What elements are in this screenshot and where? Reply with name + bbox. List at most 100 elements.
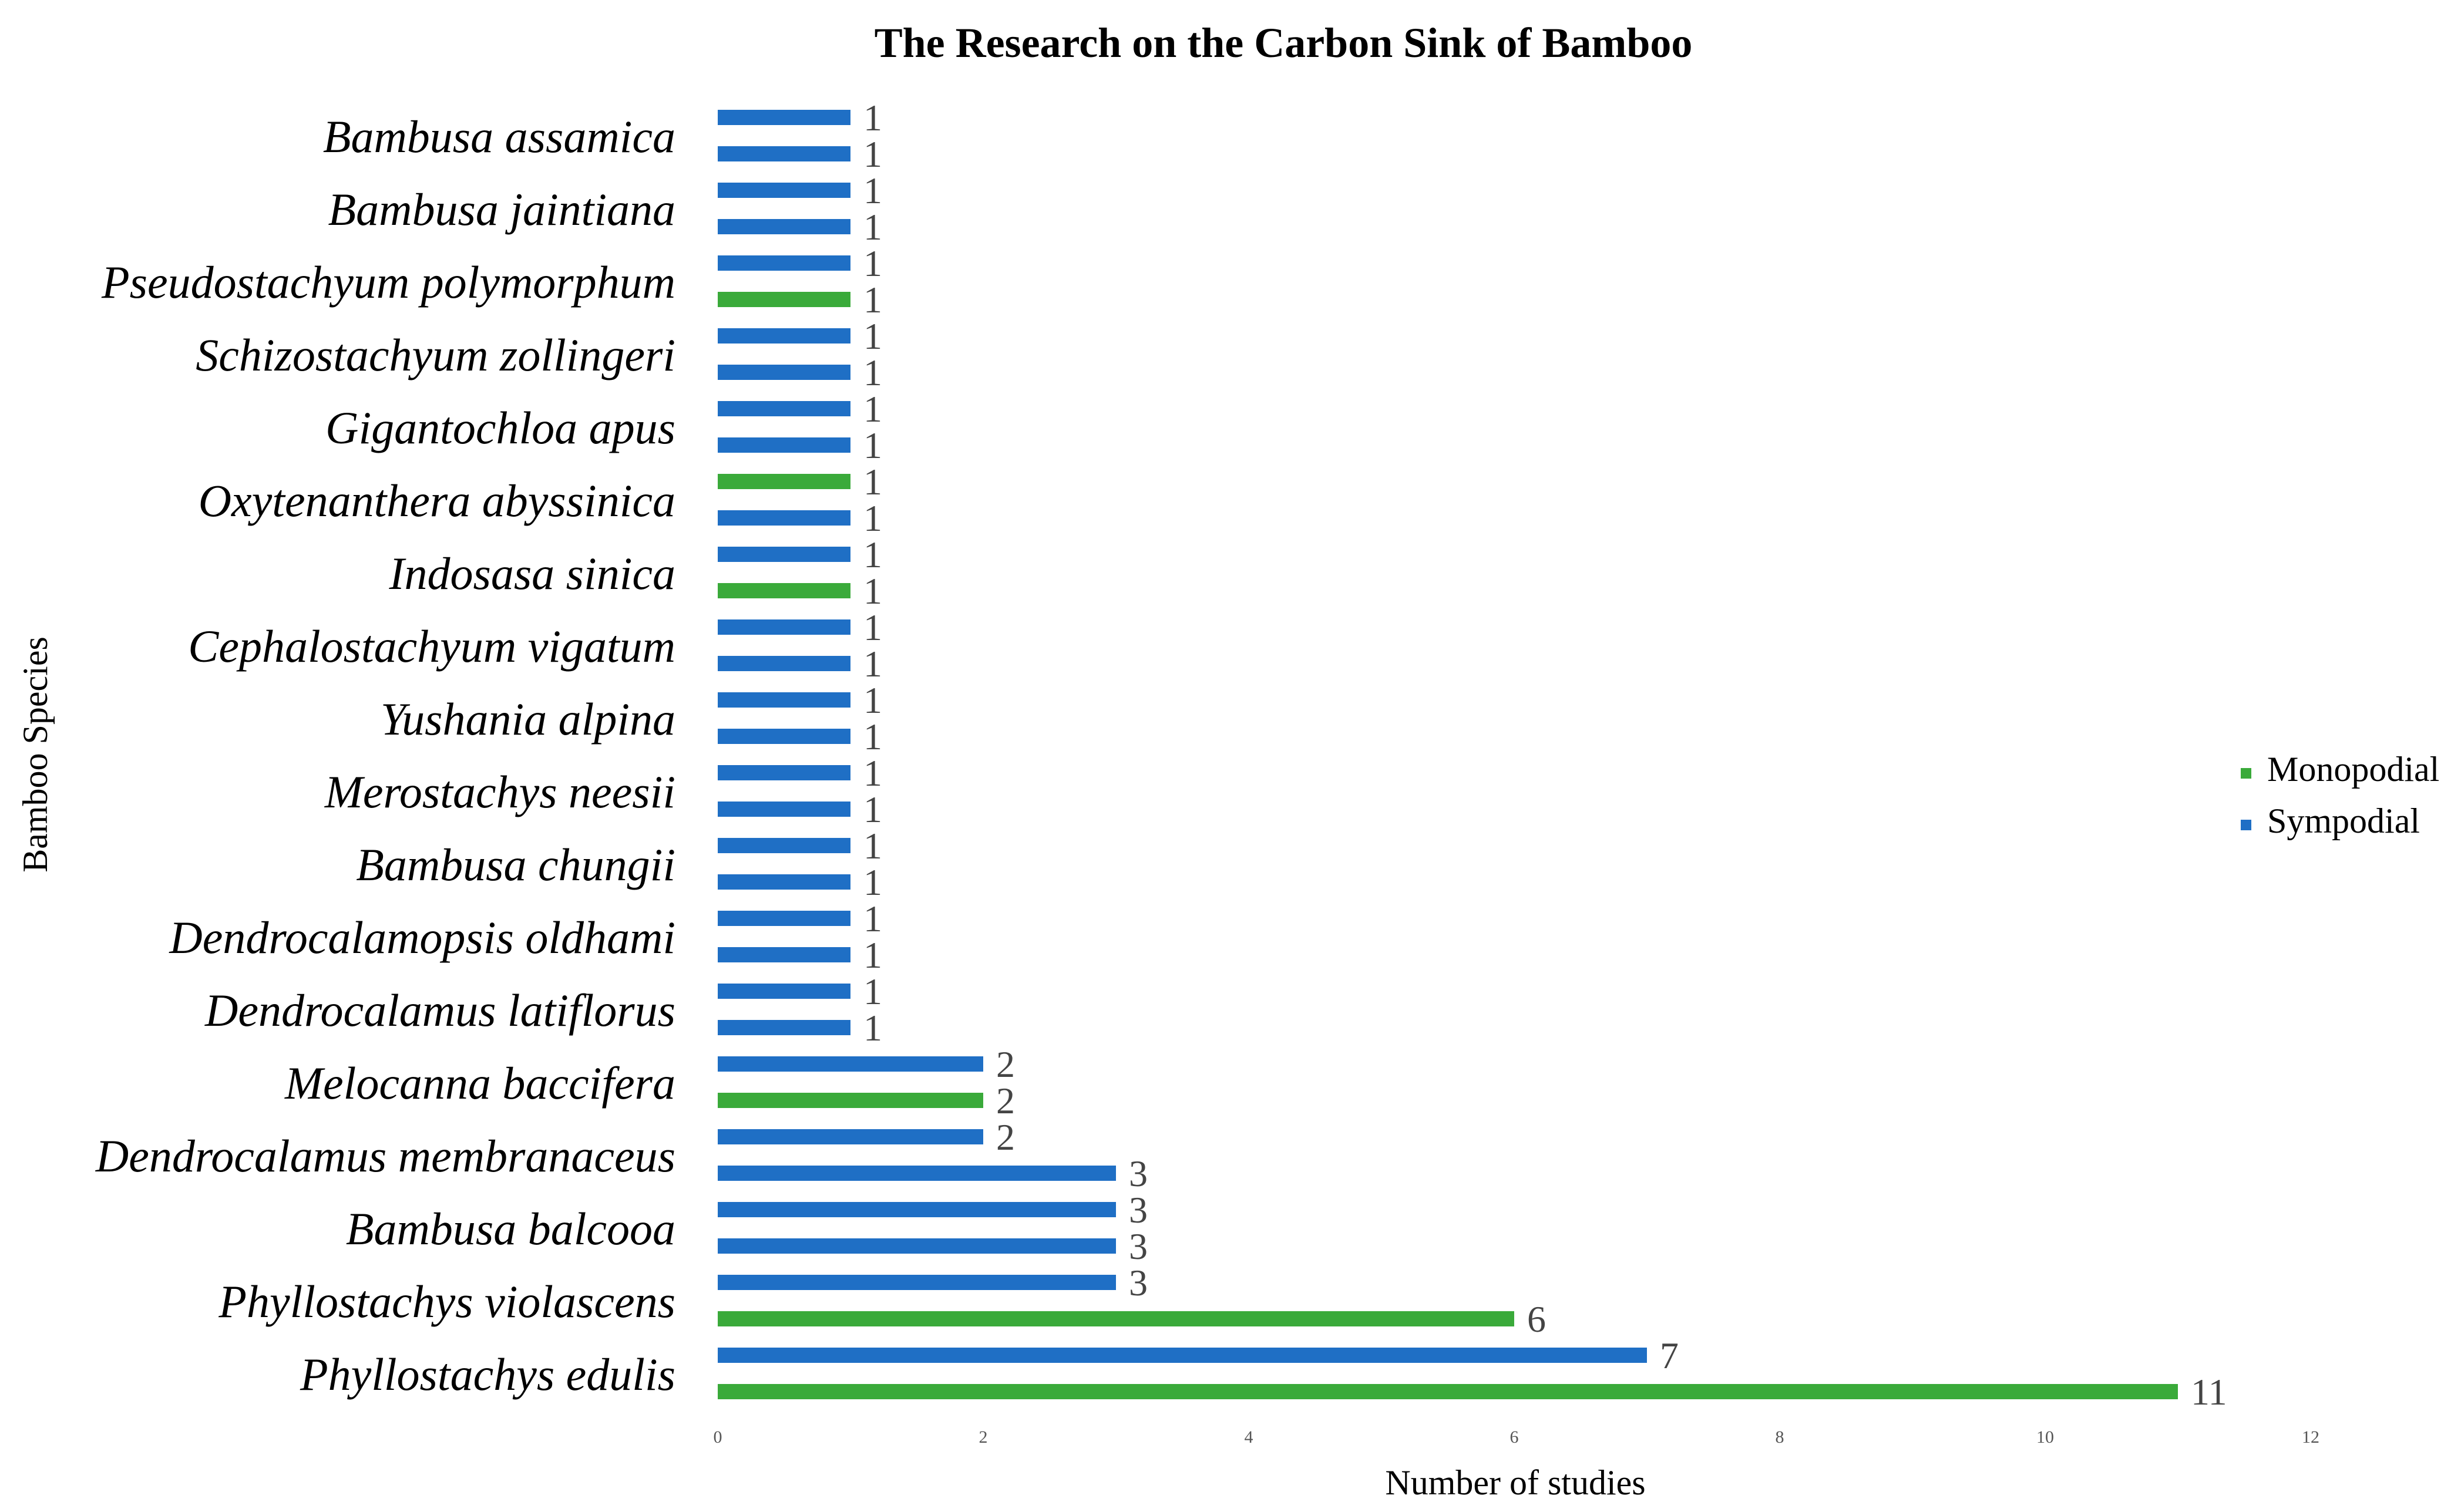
legend-swatch-monopodial xyxy=(2241,768,2251,779)
category-labels: Phyllostachys edulis Phyllostachys violas… xyxy=(95,111,675,1400)
bar-sympodial xyxy=(718,874,850,890)
bar-sympodial xyxy=(718,437,850,453)
bar-sympodial xyxy=(718,619,850,635)
data-label: 1 xyxy=(863,1007,882,1049)
category-label: Yushania alpina xyxy=(381,693,675,745)
category-label: Pseudostachyum polymorphum xyxy=(101,257,675,308)
data-label: 1 xyxy=(863,352,882,393)
data-label: 3 xyxy=(1129,1262,1148,1304)
x-axis-ticks: 0 2 4 6 8 10 12 xyxy=(714,1427,2320,1447)
bar-sympodial xyxy=(718,802,850,817)
data-label: 1 xyxy=(863,206,882,248)
bar-sympodial xyxy=(718,328,850,344)
data-label: 3 xyxy=(1129,1225,1148,1267)
data-label: 1 xyxy=(863,643,882,685)
data-label: 1 xyxy=(863,170,882,211)
data-label: 1 xyxy=(863,752,882,794)
y-axis-title: Bamboo Species xyxy=(16,637,55,873)
bar-sympodial xyxy=(718,692,850,708)
bar-sympodial xyxy=(718,110,850,125)
data-label: 1 xyxy=(863,934,882,976)
bar-sympodial xyxy=(718,183,850,198)
bar-monopodial xyxy=(718,474,850,489)
data-label: 11 xyxy=(2191,1371,2227,1413)
legend: Monopodial Sympodial xyxy=(2241,750,2439,840)
data-label: 1 xyxy=(863,388,882,430)
category-label: Cephalostachyum vigatum xyxy=(188,621,675,672)
data-label: 1 xyxy=(863,716,882,757)
data-label: 1 xyxy=(863,861,882,903)
bar-sympodial xyxy=(718,547,850,562)
bar-sympodial xyxy=(718,1238,1116,1254)
data-label: 7 xyxy=(1660,1335,1679,1376)
bar-sympodial xyxy=(718,365,850,380)
data-label: 2 xyxy=(996,1116,1015,1158)
data-label: 1 xyxy=(863,425,882,466)
data-label: 1 xyxy=(863,461,882,503)
data-label: 1 xyxy=(863,825,882,867)
category-label: Dendrocalamus membranaceus xyxy=(95,1130,675,1181)
bar-sympodial xyxy=(718,1348,1647,1363)
x-tick-label: 12 xyxy=(2302,1427,2319,1447)
data-label: 1 xyxy=(863,570,882,612)
bar-sympodial xyxy=(718,146,850,161)
data-label: 1 xyxy=(863,679,882,721)
legend-swatch-sympodial xyxy=(2241,820,2251,830)
category-label: Phyllostachys violascens xyxy=(218,1276,675,1327)
data-label: 1 xyxy=(863,534,882,575)
x-tick-label: 8 xyxy=(1776,1427,1784,1447)
data-label: 1 xyxy=(863,497,882,539)
category-label: Bambusa assamica xyxy=(323,111,675,162)
x-tick-label: 6 xyxy=(1510,1427,1519,1447)
bar-sympodial xyxy=(718,1166,1116,1181)
bar-monopodial xyxy=(718,292,850,307)
data-label: 1 xyxy=(863,971,882,1012)
data-label: 6 xyxy=(1527,1298,1546,1340)
bar-monopodial xyxy=(718,1093,983,1108)
category-label: Dendrocalamopsis oldhami xyxy=(169,912,675,963)
data-label: 1 xyxy=(863,133,882,175)
data-label: 1 xyxy=(863,898,882,939)
x-tick-label: 4 xyxy=(1245,1427,1253,1447)
bar-sympodial xyxy=(718,1275,1116,1290)
bar-sympodial xyxy=(718,1202,1116,1217)
category-label: Bambusa balcooa xyxy=(346,1203,675,1254)
bar-sympodial xyxy=(718,510,850,526)
category-label: Melocanna baccifera xyxy=(284,1058,675,1109)
category-label: Indosasa sinica xyxy=(389,548,676,599)
data-label: 1 xyxy=(863,607,882,648)
category-label: Bambusa chungii xyxy=(356,839,675,890)
category-label: Schizostachyum zollingeri xyxy=(196,329,675,380)
data-label: 3 xyxy=(1129,1153,1148,1194)
data-label: 1 xyxy=(863,789,882,830)
category-label: Dendrocalamus latiflorus xyxy=(204,985,675,1036)
category-label: Merostachys neesii xyxy=(324,766,675,817)
x-tick-label: 10 xyxy=(2036,1427,2054,1447)
bar-sympodial xyxy=(718,984,850,999)
data-label: 1 xyxy=(863,97,882,139)
bar-sympodial xyxy=(718,255,850,271)
bar-monopodial xyxy=(718,1384,2178,1399)
data-label: 3 xyxy=(1129,1189,1148,1231)
bar-sympodial xyxy=(718,911,850,926)
bar-sympodial xyxy=(718,1056,983,1072)
data-label: 1 xyxy=(863,243,882,284)
category-label: Phyllostachys edulis xyxy=(300,1349,675,1400)
legend-label-sympodial: Sympodial xyxy=(2267,802,2420,840)
data-label: 2 xyxy=(996,1080,1015,1122)
x-axis-title: Number of studies xyxy=(1385,1463,1645,1502)
chart-title: The Research on the Carbon Sink of Bambo… xyxy=(875,19,1693,66)
bar-sympodial xyxy=(718,656,850,671)
data-label: 1 xyxy=(863,315,882,357)
bar-sympodial xyxy=(718,838,850,853)
bar-monopodial xyxy=(718,1311,1514,1326)
bar-sympodial xyxy=(718,1129,983,1144)
category-label: Gigantochloa apus xyxy=(325,402,675,453)
legend-label-monopodial: Monopodial xyxy=(2267,750,2439,789)
x-tick-label: 0 xyxy=(714,1427,722,1447)
bar-sympodial xyxy=(718,947,850,962)
bar-sympodial xyxy=(718,401,850,416)
